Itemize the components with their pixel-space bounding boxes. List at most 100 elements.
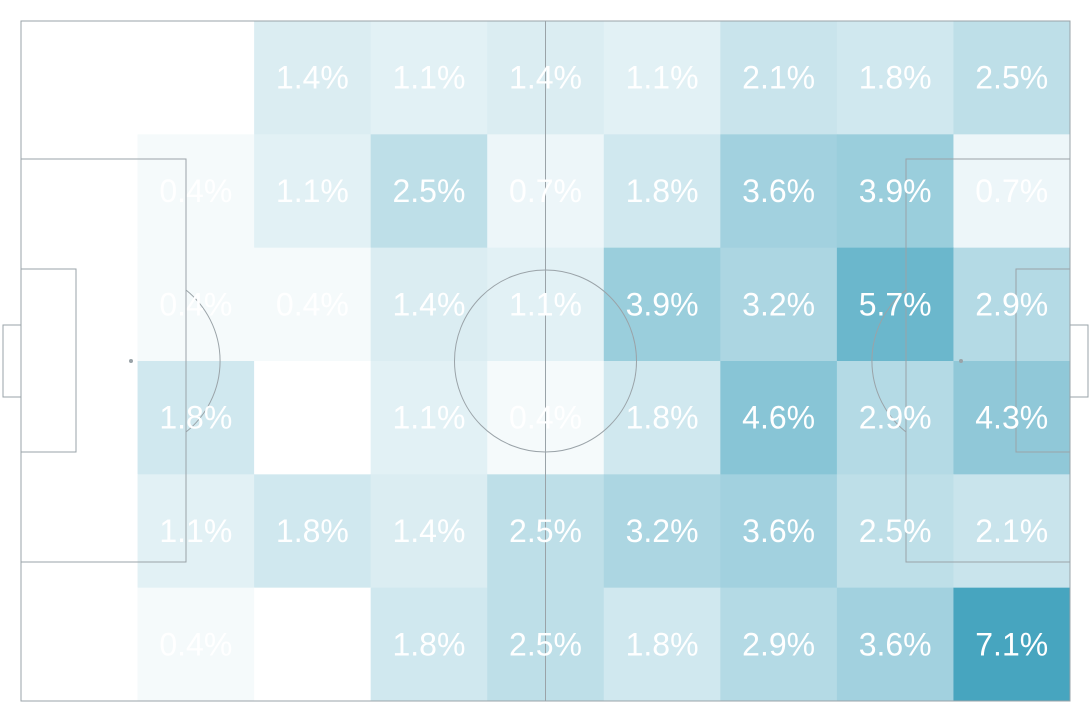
heatmap-cell-label: 5.7% <box>859 286 932 322</box>
heatmap-cell <box>137 361 255 475</box>
heatmap-cell-label: 0.4% <box>276 286 349 322</box>
heatmap-cell-label: 4.3% <box>975 400 1048 436</box>
heatmap-cell-label: 1.8% <box>626 626 699 662</box>
heatmap-cell <box>720 247 838 362</box>
heatmap-cell <box>836 21 954 135</box>
heatmap-cell <box>21 587 139 702</box>
heatmap-cell-label: 1.1% <box>392 400 465 436</box>
heatmap-cell <box>137 474 255 589</box>
heatmap-cell-label: 1.1% <box>276 173 349 209</box>
heatmap-cell-label: 3.6% <box>859 626 932 662</box>
heatmap-cell <box>953 587 1071 702</box>
right-goal <box>1069 324 1089 398</box>
heatmap-cell-label: 3.6% <box>742 513 815 549</box>
heatmap-cell <box>370 21 488 135</box>
heatmap-cell-label: 2.5% <box>509 513 582 549</box>
heatmap-cell <box>836 247 954 362</box>
center-circle <box>454 269 637 453</box>
heatmap-cell <box>370 474 488 589</box>
heatmap-cell-label: 3.2% <box>742 286 815 322</box>
heatmap-cell <box>137 247 255 362</box>
heatmap-cell <box>254 134 372 249</box>
heatmap-cell <box>21 21 139 135</box>
heatmap-cell-label: 2.5% <box>975 60 1048 96</box>
heatmap-cell <box>254 587 372 702</box>
left-penalty-arc <box>185 289 221 433</box>
heatmap-cell-label: 0.4% <box>159 626 232 662</box>
heatmap-cell-label: 3.9% <box>626 286 699 322</box>
pitch-markings <box>2 20 1089 702</box>
heatmap-cell-label: 1.8% <box>276 513 349 549</box>
heatmap-cell <box>720 21 838 135</box>
heatmap-cell <box>603 361 721 475</box>
heatmap-cell-label: 3.2% <box>626 513 699 549</box>
heatmap-cell-label: 1.1% <box>392 60 465 96</box>
heatmap-cell-label: 1.4% <box>392 286 465 322</box>
heatmap-labels: 1.4% 1.1% 1.4% 1.1% 2.1% 1.8% 2.5% 0.4% 1.1% 2.5%… <box>159 60 1048 663</box>
left-penalty-spot <box>129 359 133 363</box>
heatmap-cell-label: 2.9% <box>859 400 932 436</box>
right-penalty-spot <box>959 359 963 363</box>
heatmap-cell-label: 3.6% <box>742 173 815 209</box>
heatmap-cell-label: 0.4% <box>159 173 232 209</box>
heatmap-cell <box>137 134 255 249</box>
heatmap-cell-label: 0.7% <box>509 173 582 209</box>
heatmap-cell <box>370 134 488 249</box>
heatmap-cell <box>603 21 721 135</box>
heatmap-cell-label: 0.7% <box>975 173 1048 209</box>
heatmap-cell <box>953 247 1071 362</box>
heatmap-cell-label: 2.9% <box>975 286 1048 322</box>
heatmap-cell <box>836 587 954 702</box>
heatmap-cell <box>254 474 372 589</box>
heatmap-cell-label: 1.8% <box>159 400 232 436</box>
heatmap-cell <box>953 474 1071 589</box>
heatmap-cell <box>953 21 1071 135</box>
heatmap-cell <box>953 361 1071 475</box>
right-penalty-arc <box>871 289 907 433</box>
heatmap-cell-label: 7.1% <box>975 626 1048 662</box>
heatmap-cell <box>720 134 838 249</box>
heatmap-cell-label: 1.4% <box>392 513 465 549</box>
heatmap-cell <box>370 247 488 362</box>
heatmap-cell <box>21 247 139 362</box>
left-goal <box>2 324 22 398</box>
heatmap-cell-label: 1.8% <box>626 173 699 209</box>
heatmap-cell <box>603 474 721 589</box>
heatmap-cell-label: 4.6% <box>742 400 815 436</box>
heatmap-cell-label: 2.1% <box>742 60 815 96</box>
heatmap-cell-label: 2.1% <box>975 513 1048 549</box>
heatmap-cell <box>603 134 721 249</box>
heatmap-cell-label: 2.5% <box>509 626 582 662</box>
heatmap-cell-label: 2.5% <box>392 173 465 209</box>
heatmap-cell <box>370 361 488 475</box>
heatmap-cell <box>720 474 838 589</box>
heatmap-cell <box>21 134 139 249</box>
heatmap-cell <box>254 361 372 475</box>
heatmap-cell <box>836 134 954 249</box>
heatmap-cell-label: 1.8% <box>392 626 465 662</box>
heatmap-cell <box>953 134 1071 249</box>
heatmap-cell <box>254 21 372 135</box>
heatmap-cell-label: 1.1% <box>159 513 232 549</box>
heatmap-cell-label: 1.1% <box>626 60 699 96</box>
heatmap-cell-label: 1.8% <box>859 60 932 96</box>
heatmap-cell-label: 3.9% <box>859 173 932 209</box>
heatmap-cell <box>21 361 139 475</box>
heatmap-cell <box>137 587 255 702</box>
heatmap-cell <box>720 361 838 475</box>
heatmap-cell <box>137 21 255 135</box>
heatmap-cell <box>603 247 721 362</box>
heatmap-cell-label: 0.4% <box>159 286 232 322</box>
heatmap-cell <box>720 587 838 702</box>
heatmap-cell-label: 1.4% <box>509 60 582 96</box>
heatmap-cell <box>836 474 954 589</box>
heatmap-cell-label: 1.8% <box>626 400 699 436</box>
heatmap-cell <box>836 361 954 475</box>
heatmap-cell <box>370 587 488 702</box>
heatmap-cell-label: 2.9% <box>742 626 815 662</box>
heatmap-cell-label: 1.4% <box>276 60 349 96</box>
heatmap-cell <box>21 474 139 589</box>
heatmap-cell-label: 0.4% <box>509 400 582 436</box>
heatmap-cell <box>254 247 372 362</box>
